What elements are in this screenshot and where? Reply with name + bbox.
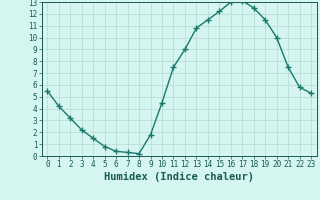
X-axis label: Humidex (Indice chaleur): Humidex (Indice chaleur) bbox=[104, 172, 254, 182]
